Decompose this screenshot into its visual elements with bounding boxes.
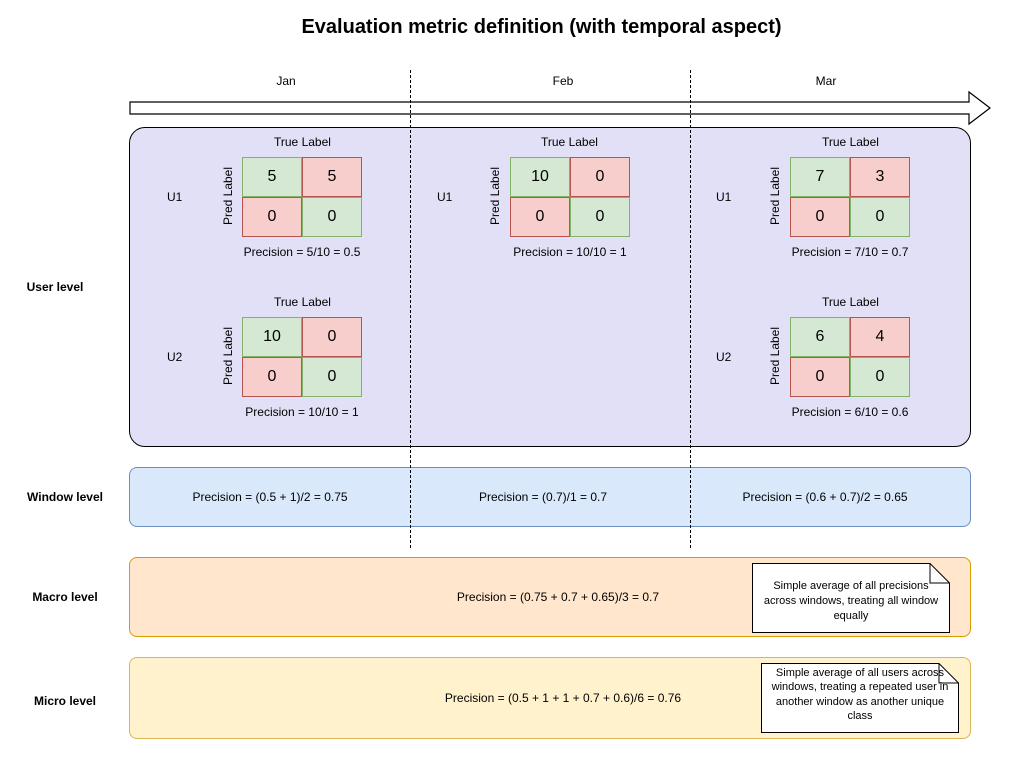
user-label: U1	[437, 190, 453, 204]
matrix-cell-fn: 0	[790, 197, 850, 237]
row-label-window: Window level	[27, 490, 103, 504]
note-shape	[752, 563, 950, 633]
matrix-cell-tp: 10	[510, 157, 570, 197]
matrix-cell-fp: 0	[570, 157, 630, 197]
true-label: True Label	[274, 135, 331, 149]
matrix-cell-fn: 0	[510, 197, 570, 237]
macro-note-text: Simple average of all precisions across …	[763, 580, 939, 622]
micro-note: Simple average of all users across windo…	[761, 663, 959, 733]
row-label-micro: Micro level	[33, 694, 97, 708]
user-label: U2	[167, 350, 183, 364]
month-label-mar: Mar	[815, 74, 837, 88]
month-label-jan: Jan	[276, 74, 296, 88]
matrix-cell-tp: 5	[242, 157, 302, 197]
matrix-cell-tn: 0	[850, 197, 910, 237]
matrix-cell-tp: 10	[242, 317, 302, 357]
matrix-cell-fp: 4	[850, 317, 910, 357]
precision-text: Precision = 7/10 = 0.7	[791, 245, 909, 259]
window-level-panel	[129, 467, 971, 527]
matrix-cell-tn: 0	[302, 357, 362, 397]
pred-label: Pred Label	[221, 326, 235, 386]
window-divider-feb-mar	[690, 70, 691, 548]
matrix-cell-fn: 0	[790, 357, 850, 397]
window-precision-jan: Precision = (0.5 + 1)/2 = 0.75	[192, 490, 348, 504]
user-label: U2	[716, 350, 732, 364]
matrix-cell-tp: 7	[790, 157, 850, 197]
note-shape	[761, 663, 959, 733]
true-label: True Label	[541, 135, 598, 149]
precision-text: Precision = 5/10 = 0.5	[243, 245, 361, 259]
micro-precision-formula: Precision = (0.5 + 1 + 1 + 0.7 + 0.6)/6 …	[444, 691, 682, 705]
user-label: U1	[167, 190, 183, 204]
user-label: U1	[716, 190, 732, 204]
macro-note: Simple average of all precisions across …	[752, 563, 950, 633]
matrix-cell-fn: 0	[242, 197, 302, 237]
row-label-macro: Macro level	[32, 590, 98, 604]
pred-label: Pred Label	[768, 326, 782, 386]
micro-note-text: Simple average of all users across windo…	[771, 667, 949, 722]
precision-text: Precision = 10/10 = 1	[245, 405, 359, 419]
row-label-user: User level	[26, 280, 84, 294]
true-label: True Label	[822, 135, 879, 149]
matrix-cell-fp: 3	[850, 157, 910, 197]
matrix-cell-fp: 0	[302, 317, 362, 357]
diagram-title: Evaluation metric definition (with tempo…	[301, 16, 782, 38]
month-label-feb: Feb	[552, 74, 574, 88]
pred-label: Pred Label	[768, 166, 782, 226]
matrix-cell-fn: 0	[242, 357, 302, 397]
matrix-cell-fp: 5	[302, 157, 362, 197]
precision-text: Precision = 6/10 = 0.6	[791, 405, 909, 419]
pred-label: Pred Label	[488, 166, 502, 226]
window-divider-jan-feb	[410, 70, 411, 548]
pred-label: Pred Label	[221, 166, 235, 226]
matrix-cell-tn: 0	[570, 197, 630, 237]
matrix-cell-tp: 6	[790, 317, 850, 357]
timeline-arrow	[129, 90, 991, 126]
true-label: True Label	[822, 295, 879, 309]
window-precision-feb: Precision = (0.7)/1 = 0.7	[478, 490, 608, 504]
matrix-cell-tn: 0	[302, 197, 362, 237]
true-label: True Label	[274, 295, 331, 309]
window-precision-mar: Precision = (0.6 + 0.7)/2 = 0.65	[742, 490, 908, 504]
precision-text: Precision = 10/10 = 1	[513, 245, 627, 259]
macro-precision-formula: Precision = (0.75 + 0.7 + 0.65)/3 = 0.7	[456, 590, 660, 604]
matrix-cell-tn: 0	[850, 357, 910, 397]
